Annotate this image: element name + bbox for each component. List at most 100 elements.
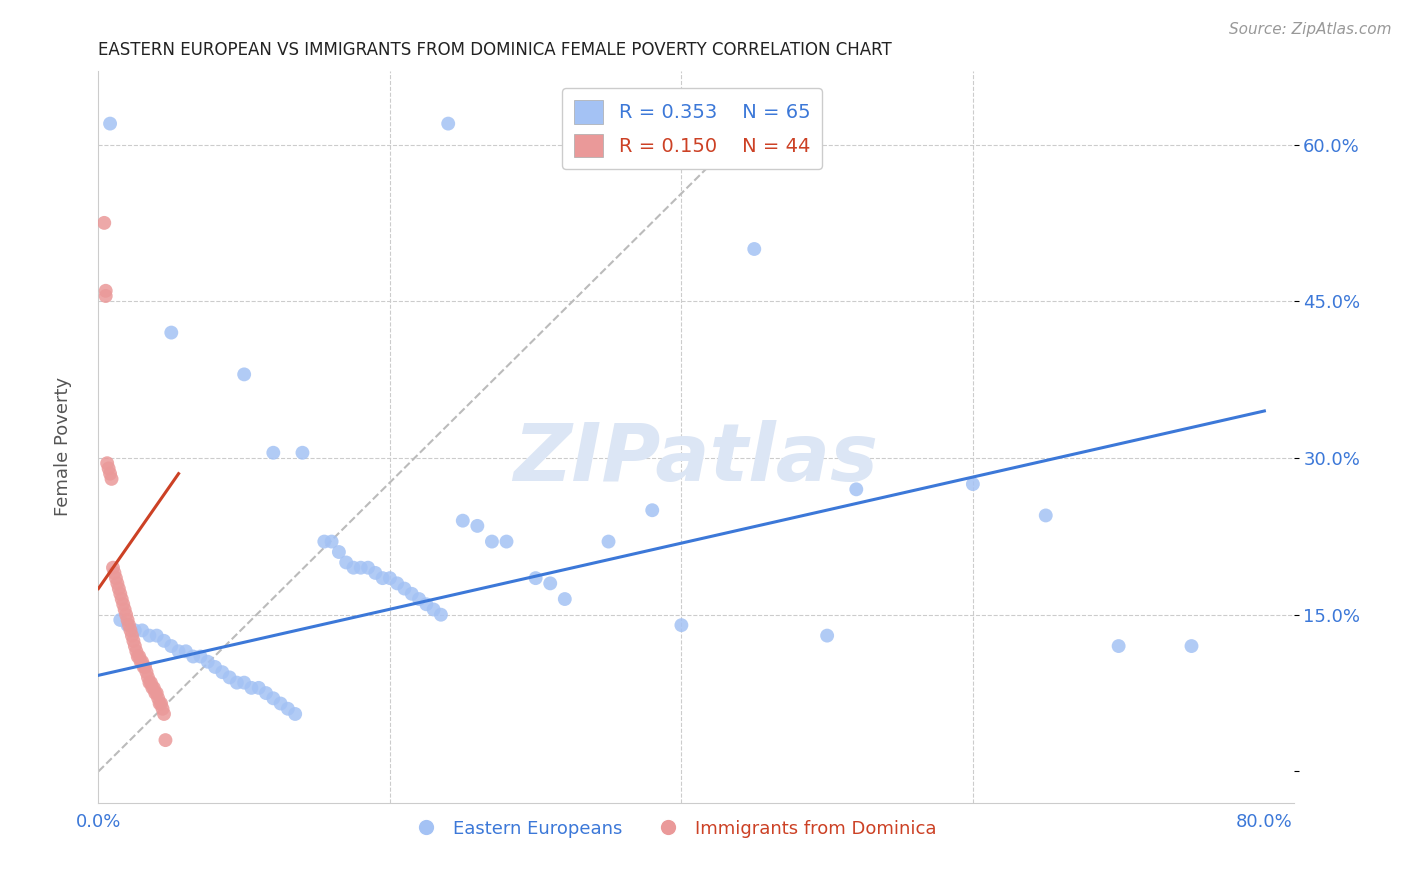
Legend: Eastern Europeans, Immigrants from Dominica: Eastern Europeans, Immigrants from Domin… — [401, 813, 943, 845]
Point — [270, 697, 292, 711]
Point — [155, 733, 177, 747]
Point — [401, 587, 423, 601]
Point — [357, 560, 380, 574]
Point — [408, 592, 430, 607]
Point — [1108, 639, 1130, 653]
Point — [152, 702, 174, 716]
Point — [96, 456, 118, 470]
Text: EASTERN EUROPEAN VS IMMIGRANTS FROM DOMINICA FEMALE POVERTY CORRELATION CHART: EASTERN EUROPEAN VS IMMIGRANTS FROM DOMI… — [98, 41, 893, 59]
Point — [598, 534, 620, 549]
Point — [430, 607, 453, 622]
Point — [134, 660, 156, 674]
Point — [129, 655, 152, 669]
Point — [142, 681, 165, 695]
Point — [112, 597, 135, 611]
Point — [108, 582, 131, 596]
Point — [94, 289, 117, 303]
Point — [385, 576, 409, 591]
Point — [197, 655, 219, 669]
Point — [127, 649, 149, 664]
Point — [538, 576, 561, 591]
Point — [815, 629, 838, 643]
Point — [641, 503, 664, 517]
Point — [233, 675, 256, 690]
Point — [204, 660, 226, 674]
Point — [314, 534, 336, 549]
Text: ZIPatlas: ZIPatlas — [513, 420, 879, 498]
Point — [111, 592, 134, 607]
Point — [174, 644, 197, 658]
Point — [524, 571, 547, 585]
Point — [110, 613, 132, 627]
Point — [554, 592, 576, 607]
Point — [1035, 508, 1057, 523]
Point — [190, 649, 212, 664]
Point — [233, 368, 256, 382]
Point — [138, 675, 160, 690]
Point — [422, 602, 444, 616]
Point — [117, 618, 139, 632]
Point — [262, 446, 284, 460]
Point — [167, 644, 190, 658]
Point — [105, 576, 128, 591]
Point — [110, 587, 132, 601]
Point — [120, 624, 142, 638]
Point — [132, 660, 155, 674]
Point — [240, 681, 263, 695]
Point — [394, 582, 416, 596]
Point — [128, 649, 150, 664]
Point — [962, 477, 984, 491]
Point — [742, 242, 765, 256]
Point — [148, 691, 170, 706]
Point — [149, 697, 172, 711]
Point — [98, 467, 121, 481]
Point — [321, 534, 343, 549]
Point — [291, 446, 314, 460]
Point — [150, 697, 173, 711]
Point — [671, 618, 693, 632]
Point — [495, 534, 517, 549]
Point — [364, 566, 387, 580]
Point — [139, 675, 162, 690]
Point — [247, 681, 270, 695]
Point — [218, 670, 240, 684]
Point — [104, 571, 127, 585]
Point — [277, 702, 299, 716]
Point — [481, 534, 503, 549]
Point — [122, 633, 145, 648]
Point — [415, 597, 437, 611]
Point — [284, 706, 307, 721]
Text: Female Poverty: Female Poverty — [55, 376, 72, 516]
Point — [131, 624, 153, 638]
Point — [115, 607, 138, 622]
Point — [101, 560, 124, 574]
Point — [254, 686, 277, 700]
Point — [371, 571, 394, 585]
Point — [117, 613, 139, 627]
Point — [141, 681, 163, 695]
Point — [378, 571, 401, 585]
Point — [467, 519, 489, 533]
Point — [118, 618, 141, 632]
Point — [181, 649, 204, 664]
Point — [138, 629, 160, 643]
Point — [103, 566, 125, 580]
Point — [350, 560, 373, 574]
Point — [93, 216, 115, 230]
Point — [225, 675, 247, 690]
Point — [160, 639, 183, 653]
Point — [153, 633, 176, 648]
Point — [97, 461, 120, 475]
Point — [143, 686, 166, 700]
Point — [262, 691, 284, 706]
Point — [211, 665, 233, 680]
Point — [145, 629, 167, 643]
Text: Source: ZipAtlas.com: Source: ZipAtlas.com — [1229, 22, 1392, 37]
Point — [1180, 639, 1202, 653]
Point — [845, 483, 868, 497]
Point — [437, 117, 460, 131]
Point — [100, 472, 122, 486]
Point — [124, 639, 146, 653]
Point — [342, 560, 364, 574]
Point — [125, 644, 148, 658]
